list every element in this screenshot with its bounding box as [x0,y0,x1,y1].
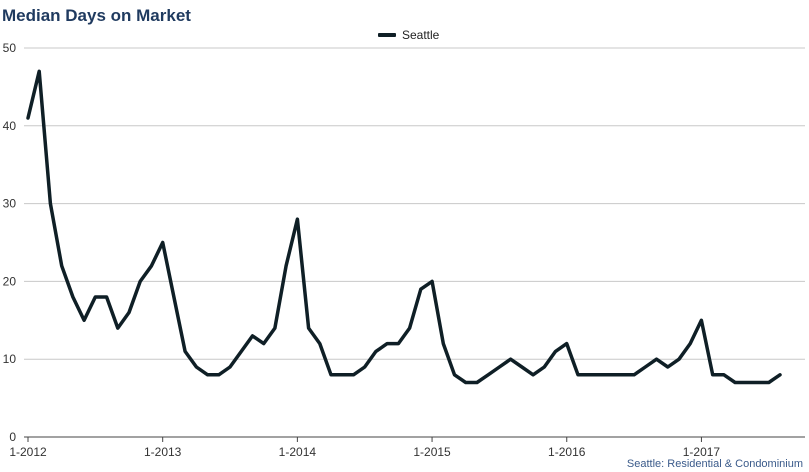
y-axis-ticks: 0 10 20 30 40 50 [3,41,17,444]
legend-line-swatch [378,33,396,37]
x-tick-label-1: 1-2013 [144,445,182,459]
x-tick-label-4: 1-2016 [548,445,586,459]
grid-lines [24,47,805,360]
y-tick-label-50: 50 [3,41,17,55]
y-tick-label-30: 30 [3,197,17,211]
chart-footnote: Seattle: Residential & Condominium [626,458,803,470]
x-tick-label-2: 1-2014 [279,445,317,459]
series-layer [26,69,782,385]
series-line-0 [26,69,782,385]
y-tick-label-0: 0 [9,430,16,444]
x-tick-label-0: 1-2012 [9,445,47,459]
y-tick-label-40: 40 [3,119,17,133]
x-tick-label-5: 1-2017 [683,445,721,459]
y-tick-label-10: 10 [3,352,17,366]
chart-legend: Seattle [378,28,439,42]
y-tick-label-20: 20 [3,274,17,288]
x-tick-label-3: 1-2015 [413,445,451,459]
x-axis: 1-2012 1-2013 1-2014 1-2015 1-2016 1-2017 [9,436,805,459]
legend-label-seattle: Seattle [402,28,440,42]
chart-title: Median Days on Market [2,6,191,25]
